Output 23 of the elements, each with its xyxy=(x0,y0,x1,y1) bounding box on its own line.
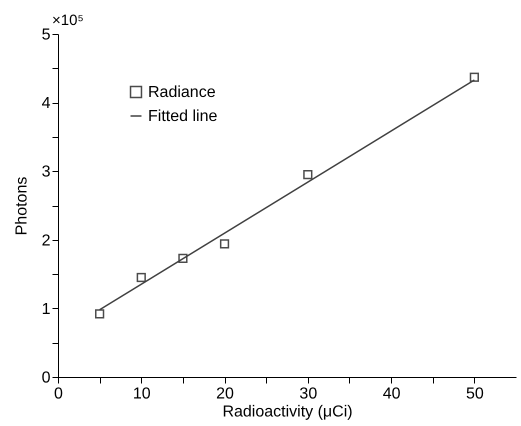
legend-label: Radiance xyxy=(148,84,216,101)
point xyxy=(470,72,479,82)
y-tick-label: 1 xyxy=(42,300,51,318)
text: ×10⁵ xyxy=(52,12,84,29)
point xyxy=(178,254,188,263)
y-tick-label: 4 xyxy=(42,95,51,112)
y-axis-title: Photons xyxy=(14,176,31,236)
x-tick-label: 20 xyxy=(216,386,234,402)
point xyxy=(303,170,312,180)
x-tick-label: 0 xyxy=(54,386,64,402)
x-tick-label: 10 xyxy=(132,386,151,402)
point xyxy=(220,239,230,249)
y-tick-label: 3 xyxy=(42,164,51,181)
y-tick-label: 2 xyxy=(42,232,51,250)
y-tick-label: 0 xyxy=(42,370,51,386)
point xyxy=(95,309,104,319)
x-tick-label: 30 xyxy=(299,386,318,402)
x-axis-title: Radioactivity (μCi) xyxy=(222,404,353,420)
legend-label: Fitted line xyxy=(148,108,218,125)
point xyxy=(136,272,146,282)
x-tick-label: 50 xyxy=(466,386,484,402)
y-tick-label: 5 xyxy=(42,26,51,44)
x-tick-label: 40 xyxy=(382,386,401,402)
